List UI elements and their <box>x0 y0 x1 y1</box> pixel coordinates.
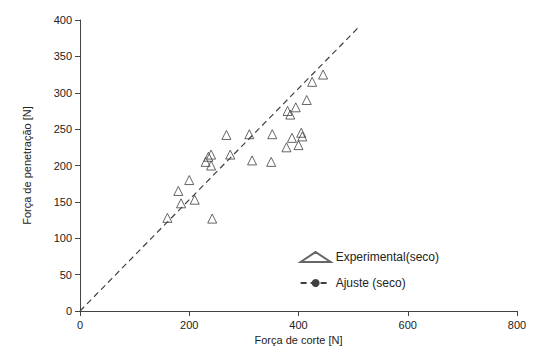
svg-text:400: 400 <box>289 319 307 331</box>
svg-text:150: 150 <box>54 196 72 208</box>
svg-text:Experimental(seco): Experimental(seco) <box>336 250 439 264</box>
svg-text:50: 50 <box>60 269 72 281</box>
svg-text:800: 800 <box>508 319 526 331</box>
svg-text:Força de penetração [N]: Força de penetração [N] <box>21 106 33 225</box>
svg-text:200: 200 <box>180 319 198 331</box>
svg-text:Força de corte [N]: Força de corte [N] <box>254 334 342 346</box>
svg-text:600: 600 <box>399 319 417 331</box>
svg-text:350: 350 <box>54 50 72 62</box>
svg-text:0: 0 <box>66 305 72 317</box>
svg-text:250: 250 <box>54 123 72 135</box>
svg-text:400: 400 <box>54 14 72 26</box>
svg-text:200: 200 <box>54 160 72 172</box>
svg-text:Ajuste (seco): Ajuste (seco) <box>336 276 406 290</box>
svg-text:100: 100 <box>54 232 72 244</box>
svg-text:0: 0 <box>77 319 83 331</box>
svg-text:300: 300 <box>54 87 72 99</box>
